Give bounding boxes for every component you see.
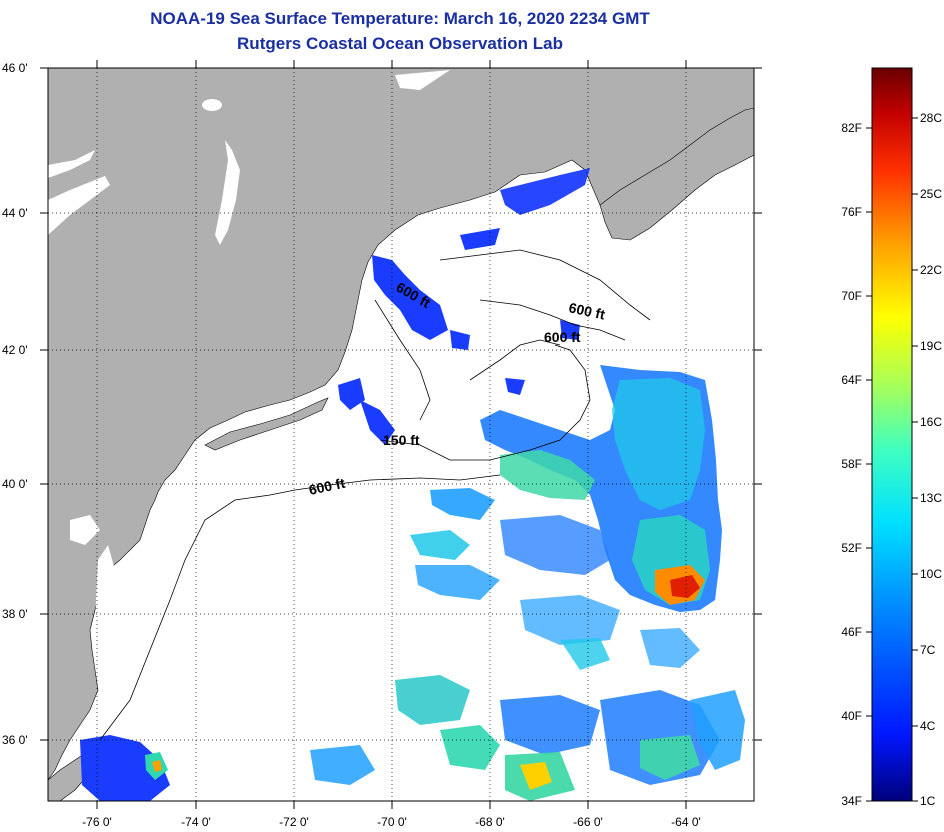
colorbar-label-f: 64F <box>841 373 862 387</box>
colorbar-label-f: 76F <box>841 205 862 219</box>
colorbar-label-f: 52F <box>841 541 862 555</box>
lon-label: -76 0' <box>82 815 112 829</box>
contour-label-ne-2: 600 ft <box>544 329 581 345</box>
lon-label: -64 0' <box>671 815 701 829</box>
colorbar-label-f: 46F <box>841 625 862 639</box>
map-subtitle: Rutgers Coastal Ocean Observation Lab <box>237 34 563 53</box>
colorbar-label-c: 25C <box>920 187 942 201</box>
colorbar-label-c: 28C <box>920 111 942 125</box>
lon-label: -74 0' <box>181 815 211 829</box>
colorbar-label-f: 82F <box>841 121 862 135</box>
colorbar-gradient <box>871 67 913 802</box>
lat-label: 36 0' <box>2 733 28 747</box>
lon-label: -72 0' <box>279 815 309 829</box>
colorbar-label-c: 19C <box>920 339 942 353</box>
land-nova-scotia <box>599 107 754 241</box>
lon-label: -70 0' <box>377 815 407 829</box>
lat-label: 38 0' <box>2 607 28 621</box>
contour-label-ne-1: 600 ft <box>567 299 606 322</box>
plot-area: 600 ft 600 ft 600 ft 150 ft 600 ft <box>48 68 754 801</box>
tick-marks <box>40 60 762 809</box>
colorbar-label-c: 13C <box>920 491 942 505</box>
sst-data-layer <box>80 168 745 801</box>
lon-label: -66 0' <box>573 815 603 829</box>
lat-label: 40 0' <box>2 477 28 491</box>
plot-frame <box>47 67 755 802</box>
colorbar-label-f: 40F <box>841 709 862 723</box>
lat-label: 46 0' <box>2 61 28 75</box>
lat-label: 42 0' <box>2 343 28 357</box>
colorbar-label-c: 10C <box>920 567 942 581</box>
colorbar-label-f: 70F <box>841 289 862 303</box>
lat-label: 44 0' <box>2 206 28 220</box>
lon-label: -68 0' <box>475 815 505 829</box>
colorbar-label-c: 7C <box>920 643 936 657</box>
colorbar: 82F 76F 70F 64F 58F 52F 46F 40F 34F 28C … <box>841 67 942 808</box>
colorbar-label-c: 1C <box>920 794 936 808</box>
colorbar-label-c: 22C <box>920 263 942 277</box>
grid-lines <box>48 68 754 801</box>
contour-label-150: 150 ft <box>383 432 420 448</box>
colorbar-label-c: 16C <box>920 415 942 429</box>
colorbar-label-c: 4C <box>920 719 936 733</box>
bathymetry-contours <box>99 249 651 741</box>
colorbar-label-f: 34F <box>841 794 862 808</box>
contour-label-shelf: 600 ft <box>307 475 346 498</box>
colorbar-label-f: 58F <box>841 457 862 471</box>
land-mainland <box>48 68 754 781</box>
map-title: NOAA-19 Sea Surface Temperature: March 1… <box>150 9 650 28</box>
land-long-island <box>204 397 329 451</box>
